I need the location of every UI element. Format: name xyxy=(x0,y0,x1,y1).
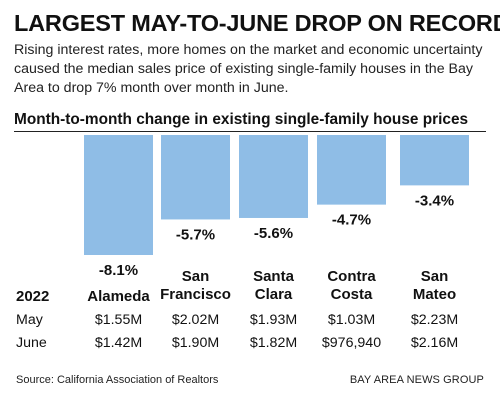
category-label-0-0: Alameda xyxy=(87,288,150,305)
table-row-label-1: June xyxy=(16,335,47,351)
table-cell-0-4: $2.23M xyxy=(411,312,458,328)
table-cell-0-2: $1.93M xyxy=(250,312,297,328)
bar-1 xyxy=(161,135,230,220)
bar-3 xyxy=(317,135,386,205)
table-cell-1-3: $976,940 xyxy=(322,335,381,351)
table-cell-0-3: $1.03M xyxy=(328,312,375,328)
table-cell-1-1: $1.90M xyxy=(172,335,219,351)
category-label-1-1: Francisco xyxy=(160,286,231,303)
table-cell-1-2: $1.82M xyxy=(250,335,297,351)
category-label-4-1: Mateo xyxy=(413,286,456,303)
table-cell-0-0: $1.55M xyxy=(95,312,142,328)
chart-title-rule xyxy=(14,131,486,132)
bar-value-label-2: -5.6% xyxy=(254,225,293,242)
category-label-3-1: Costa xyxy=(331,286,373,303)
table-row-label-0: May xyxy=(16,312,44,328)
category-label-2-1: Clara xyxy=(255,286,293,303)
bar-2 xyxy=(239,135,308,218)
source-note: Source: California Association of Realto… xyxy=(16,374,219,386)
table-cell-1-0: $1.42M xyxy=(95,335,142,351)
chart-title: Month-to-month change in existing single… xyxy=(14,111,469,128)
bar-value-label-1: -5.7% xyxy=(176,226,215,243)
bar-4 xyxy=(400,135,469,186)
table-year-label: 2022 xyxy=(16,288,49,305)
category-label-2-0: Santa xyxy=(253,268,295,285)
category-label-1-0: San xyxy=(182,268,210,285)
table-cell-0-1: $2.02M xyxy=(172,312,219,328)
subtitle: Rising interest rates, more homes on the… xyxy=(14,42,483,96)
credit-line: BAY AREA NEWS GROUP xyxy=(349,374,484,386)
bar-value-label-4: -3.4% xyxy=(415,192,454,209)
bar-value-label-3: -4.7% xyxy=(332,212,371,229)
headline: LARGEST MAY-TO-JUNE DROP ON RECORD xyxy=(14,10,500,36)
category-label-3-0: Contra xyxy=(327,268,376,285)
category-label-4-0: San xyxy=(421,268,449,285)
bar-value-label-0: -8.1% xyxy=(99,262,138,279)
bar-0 xyxy=(84,135,153,255)
table-cell-1-4: $2.16M xyxy=(411,335,458,351)
